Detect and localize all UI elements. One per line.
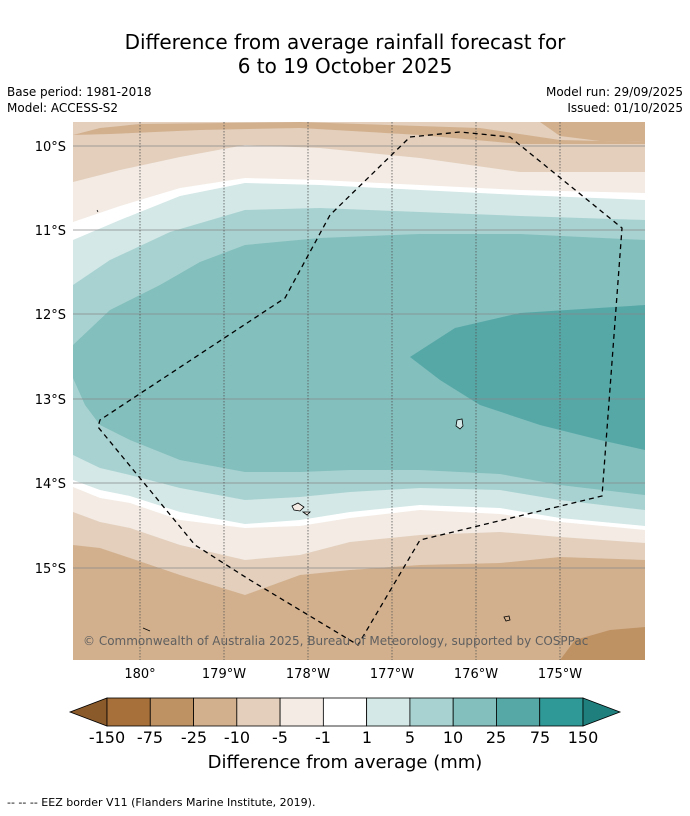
colorbar-tick: 1 xyxy=(362,728,372,747)
colorbar-tick: 5 xyxy=(405,728,415,747)
colorbar-tick: 75 xyxy=(530,728,550,747)
base-period: Base period: 1981-2018 xyxy=(7,85,152,99)
island-southeast xyxy=(503,615,511,622)
meta-left: Base period: 1981-2018 Model: ACCESS-S2 xyxy=(7,84,152,116)
lat-label: 13°S xyxy=(35,393,66,408)
lon-label: 177°W xyxy=(370,667,414,682)
meta-right: Model run: 29/09/2025 Issued: 01/10/2025 xyxy=(546,84,683,116)
eez-border xyxy=(97,131,623,646)
colorbar-cell xyxy=(236,697,281,727)
band-plus-25 xyxy=(410,305,645,450)
colorbar-cell xyxy=(366,697,411,727)
eez-footnote: -- -- -- EEZ border V11 (Flanders Marine… xyxy=(7,796,316,809)
lon-label: 179°W xyxy=(202,667,246,682)
colorbar-tick: -5 xyxy=(272,728,288,747)
colorbar-high-arrow xyxy=(582,697,622,727)
colorbar-cell xyxy=(452,697,497,727)
colorbar-tick: -75 xyxy=(137,728,163,747)
map-title: Difference from average rainfall forecas… xyxy=(0,30,690,78)
issued-date: Issued: 01/10/2025 xyxy=(567,101,683,115)
model-run: Model run: 29/09/2025 xyxy=(545,85,683,99)
island-northwest xyxy=(96,209,99,213)
colorbar-tick: -25 xyxy=(181,728,207,747)
colorbar-ticks: -150 -75 -25 -10 -5 -1 1 5 10 25 75 150 xyxy=(89,728,598,747)
colorbar-tick: -10 xyxy=(224,728,250,747)
colorbar-cell xyxy=(193,697,238,727)
colorbar-cell xyxy=(106,697,151,727)
lon-label: 176°W xyxy=(454,667,498,682)
lat-label: 12°S xyxy=(35,308,66,323)
band-plus-10 xyxy=(73,234,645,495)
title-line-2: 6 to 19 October 2025 xyxy=(237,54,453,78)
lat-label: 14°S xyxy=(35,477,66,492)
lon-label: 178°W xyxy=(286,667,330,682)
colorbar-low-arrow xyxy=(68,697,108,727)
colorbar-tick: 25 xyxy=(486,728,506,747)
title-line-1: Difference from average rainfall forecas… xyxy=(124,30,566,54)
lon-label: 175°W xyxy=(538,667,582,682)
copyright-text: © Commonwealth of Australia 2025, Bureau… xyxy=(83,634,588,648)
colorbar-cell xyxy=(496,697,541,727)
lon-labels: 180° 179°W 178°W 177°W 176°W 175°W xyxy=(124,667,582,682)
map-panel xyxy=(73,122,645,660)
lat-label: 15°S xyxy=(35,562,66,577)
lat-labels: 10°S 11°S 12°S 13°S 14°S 15°S xyxy=(35,140,66,577)
lon-label: 180° xyxy=(124,667,155,682)
colorbar-cell xyxy=(279,697,324,727)
lon-gridlines xyxy=(139,122,561,660)
colorbar-cell xyxy=(409,697,454,727)
island-south-small xyxy=(301,511,311,516)
colorbar-tick: 10 xyxy=(443,728,463,747)
colorbar xyxy=(68,697,622,727)
colorbar-tick: 150 xyxy=(568,728,599,747)
colorbar-tick: -1 xyxy=(315,728,331,747)
island-southwest xyxy=(142,627,151,632)
lat-gridlines xyxy=(73,145,645,569)
island-east xyxy=(455,418,464,430)
colorbar-cell xyxy=(149,697,194,727)
lat-label: 11°S xyxy=(35,224,66,239)
colorbar-tick: -150 xyxy=(89,728,125,747)
band-minus-75 xyxy=(560,627,645,660)
band-minus-75-topright xyxy=(540,122,645,142)
island-south xyxy=(291,502,305,512)
colorbar-label: Difference from average (mm) xyxy=(207,752,483,773)
colorbar-cell xyxy=(539,697,584,727)
colorbar-cell xyxy=(322,697,368,727)
model-name: Model: ACCESS-S2 xyxy=(7,101,119,115)
lat-label: 10°S xyxy=(35,140,66,155)
